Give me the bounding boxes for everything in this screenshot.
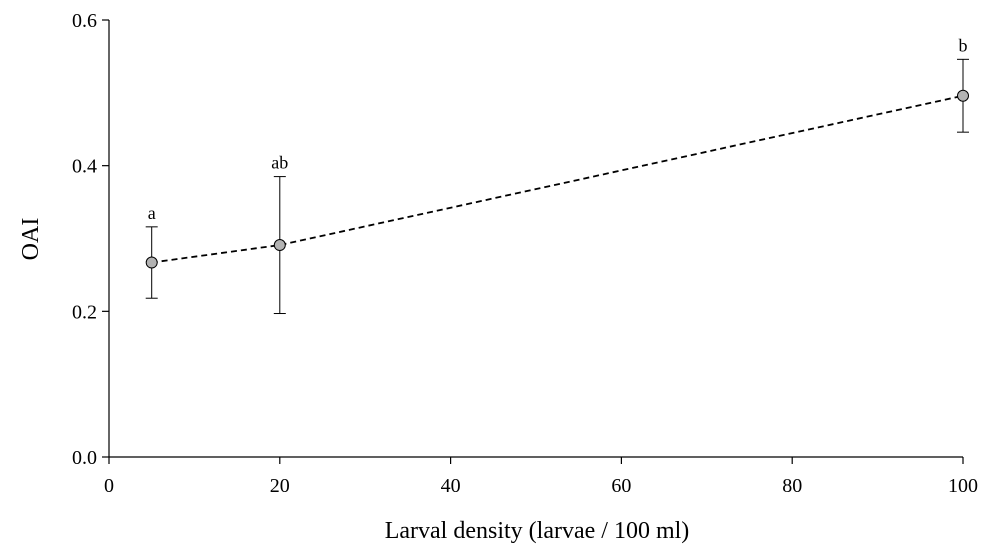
significance-label: a [148, 203, 156, 223]
y-ticks: 0.0 0.2 0.4 0.6 [72, 10, 109, 469]
y-tick-label: 0.4 [72, 156, 97, 178]
x-tick-label: 100 [948, 475, 978, 497]
x-tick-label: 80 [782, 475, 802, 497]
data-point [957, 89, 969, 102]
significance-label: b [959, 35, 968, 55]
y-tick-label: 0.6 [72, 10, 97, 32]
y-tick-label: 0.2 [72, 301, 97, 323]
x-ticks: 0 20 40 60 80 100 [104, 457, 978, 497]
y-axis-title: OAI [18, 218, 44, 261]
plot-area: a ab b [145, 35, 969, 315]
data-point [145, 256, 158, 269]
x-tick-label: 60 [611, 475, 631, 497]
x-tick-label: 20 [270, 475, 290, 497]
significance-label: ab [271, 153, 288, 173]
trend-line [151, 94, 964, 264]
axes: 0.0 0.2 0.4 0.6 0 20 40 60 80 100 [72, 10, 978, 497]
data-point [273, 239, 286, 252]
x-tick-label: 40 [441, 475, 461, 497]
y-tick-label: 0.0 [72, 447, 97, 469]
x-axis-title: Larval density (larvae / 100 ml) [385, 518, 690, 544]
x-tick-label: 0 [104, 475, 114, 497]
